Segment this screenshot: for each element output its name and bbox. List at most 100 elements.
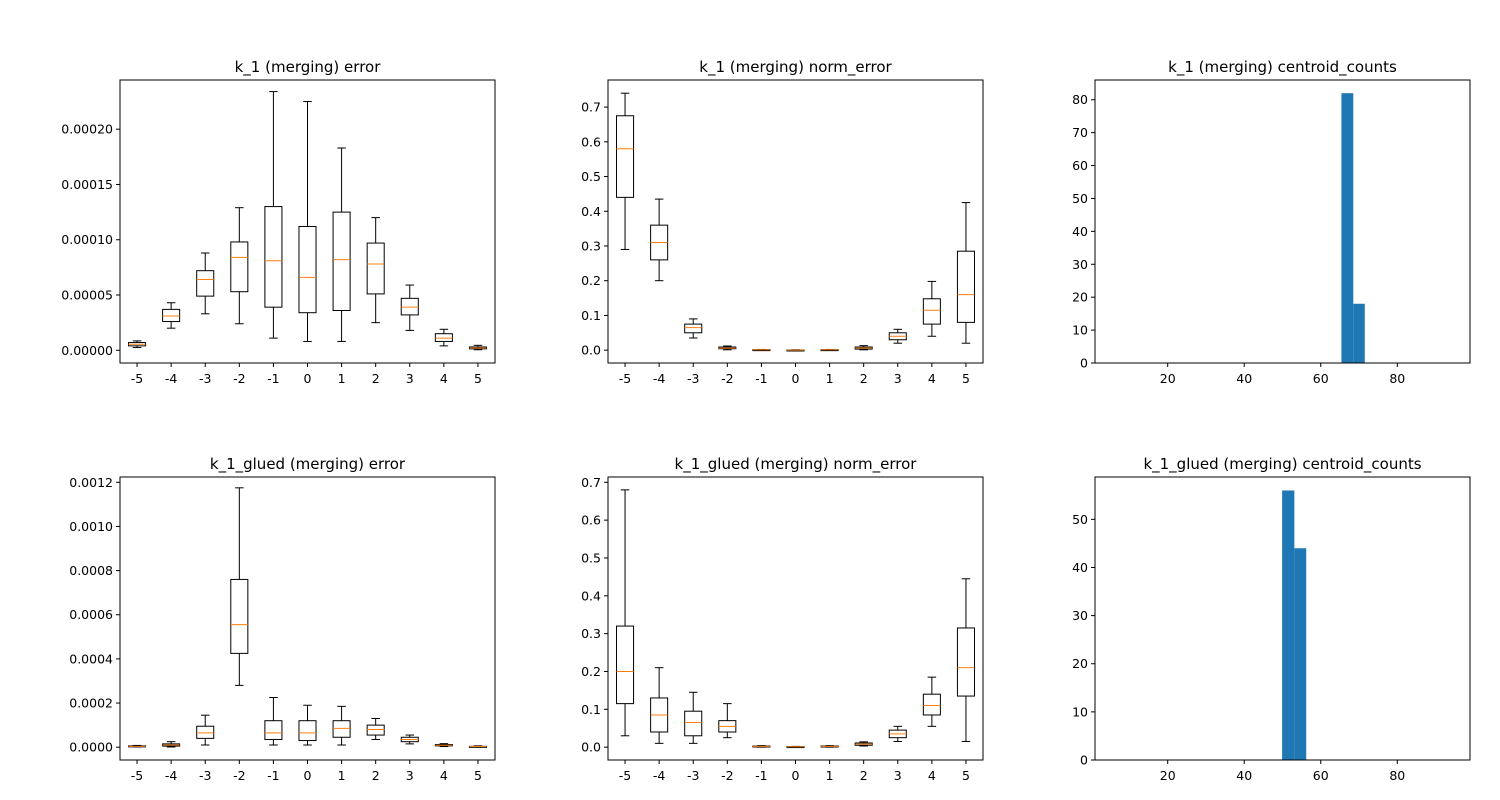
iqr-box [956, 250, 975, 323]
iqr-box [956, 627, 975, 697]
iqr-box [400, 297, 419, 316]
x-tick-label: -2 [721, 371, 733, 386]
x-tick-label: 2 [372, 768, 380, 783]
iqr-box [366, 724, 385, 736]
y-tick-label: 30 [1072, 257, 1088, 272]
iqr-box [264, 206, 283, 308]
box-5 [956, 202, 975, 344]
x-tick-label: 1 [338, 371, 346, 386]
x-tick-label: 5 [474, 768, 482, 783]
y-tick-label: 0.0012 [69, 475, 113, 490]
y-tick-label: 0.4 [581, 204, 601, 219]
box--3 [684, 318, 703, 339]
y-tick-label: 10 [1072, 323, 1088, 338]
subplot-k1g-norm-error: k_1_glued (merging) norm_error 0.0 0.1 0.2 0… [581, 455, 984, 783]
box--1 [264, 91, 283, 339]
box--2 [230, 207, 249, 325]
x-tick-label: 1 [338, 768, 346, 783]
box-3 [400, 284, 419, 331]
box--2 [230, 487, 249, 686]
x-tick-label: -5 [619, 768, 631, 783]
box-0 [786, 349, 805, 352]
y-tick-label: 50 [1072, 191, 1088, 206]
x-tick-label: 5 [962, 371, 970, 386]
chart-title: k_1_glued (merging) norm_error [675, 455, 918, 474]
y-tick-label: 0.00010 [61, 232, 113, 247]
box-1 [820, 348, 839, 352]
axes-frame [1094, 79, 1471, 364]
y-tick-label: 60 [1072, 158, 1088, 173]
y-tick-label: 40 [1072, 224, 1088, 239]
box-4 [922, 280, 941, 337]
iqr-box [434, 333, 453, 342]
x-tick-label: 80 [1389, 768, 1405, 783]
x-tick-label: 40 [1236, 371, 1252, 386]
x-tick-label: 3 [406, 371, 414, 386]
y-tick-label: 0 [1080, 753, 1088, 768]
y-tick-label: 0.1 [581, 308, 601, 323]
box--2 [718, 703, 737, 739]
box-1 [820, 745, 839, 748]
y-tick-label: 10 [1072, 704, 1088, 719]
y-tick-label: 50 [1072, 512, 1088, 527]
box--1 [752, 348, 771, 352]
iqr-box [366, 242, 385, 295]
iqr-box [922, 298, 941, 325]
y-tick-label: 0.4 [581, 588, 601, 603]
box--4 [162, 741, 181, 748]
box-0 [786, 745, 805, 749]
x-tick-label: -2 [233, 768, 245, 783]
x-tick-label: 80 [1389, 371, 1405, 386]
x-tick-label: 0 [792, 371, 800, 386]
x-tick-label: -3 [687, 768, 699, 783]
box-4 [434, 743, 453, 748]
box-2 [854, 741, 873, 747]
y-tick-label: 0.5 [581, 169, 601, 184]
x-tick-label: -2 [721, 768, 733, 783]
y-tick-label: 80 [1072, 92, 1088, 107]
iqr-box [298, 225, 317, 314]
box--3 [684, 691, 703, 744]
box-5 [956, 578, 975, 742]
x-tick-label: 0 [304, 768, 312, 783]
chart-title: k_1 (merging) centroid_counts [1168, 58, 1397, 77]
y-tick-label: 0.2 [581, 273, 601, 288]
box--5 [128, 744, 147, 748]
y-tick-label: 70 [1072, 125, 1088, 140]
y-tick-label: 0.3 [581, 238, 601, 253]
box-3 [888, 328, 907, 344]
x-tick-label: 60 [1313, 371, 1329, 386]
y-tick-label: 0.00015 [61, 177, 113, 192]
x-tick-label: -1 [267, 371, 279, 386]
box-1 [332, 705, 351, 746]
x-tick-label: -1 [755, 371, 767, 386]
histogram-bar-0 [1341, 93, 1354, 364]
box--1 [264, 697, 283, 746]
iqr-box [230, 241, 249, 293]
iqr-box [616, 115, 635, 198]
box--4 [650, 198, 669, 282]
iqr-box [684, 323, 703, 334]
x-tick-label: 40 [1236, 768, 1252, 783]
x-tick-label: 3 [894, 371, 902, 386]
y-tick-label: 0 [1080, 356, 1088, 371]
box--5 [616, 489, 635, 737]
subplot-k1g-centroid-counts: k_1_glued (merging) centroid_counts 0 10 20… [1072, 455, 1471, 783]
histogram-bar-0 [1282, 490, 1295, 760]
x-tick-label: 4 [440, 371, 448, 386]
chart-title: k_1_glued (merging) error [210, 455, 406, 474]
x-tick-label: -1 [267, 768, 279, 783]
subplot-grid: k_1 (merging) error0.000000.000050.00010… [61, 58, 1471, 783]
box--3 [196, 252, 215, 315]
y-tick-label: 0.0006 [69, 607, 113, 622]
x-tick-label: -2 [233, 371, 245, 386]
x-tick-label: 2 [860, 371, 868, 386]
iqr-box [196, 270, 215, 297]
y-tick-label: 0.0008 [69, 563, 113, 578]
x-tick-label: 20 [1160, 371, 1176, 386]
chart-title: k_1 (merging) norm_error [699, 58, 892, 77]
y-tick-label: 0.00020 [61, 122, 113, 137]
y-tick-label: 40 [1072, 560, 1088, 575]
x-tick-label: 3 [894, 768, 902, 783]
